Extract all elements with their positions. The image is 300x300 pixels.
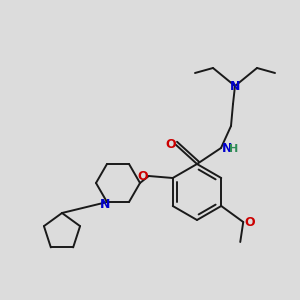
Text: O: O xyxy=(166,137,176,151)
Text: N: N xyxy=(222,142,232,154)
Text: N: N xyxy=(100,198,110,211)
Text: O: O xyxy=(137,169,148,182)
Text: H: H xyxy=(229,144,238,154)
Text: O: O xyxy=(244,215,255,229)
Text: N: N xyxy=(230,80,240,92)
